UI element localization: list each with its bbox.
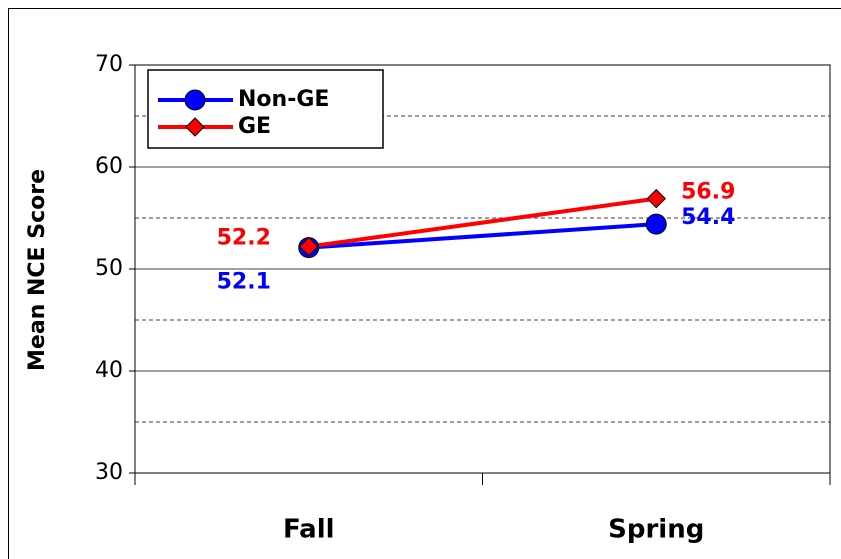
marker — [185, 117, 205, 137]
legend-label: GE — [238, 114, 271, 139]
data-label: 52.2 — [217, 226, 271, 251]
y-axis-label: Mean NCE Score — [25, 169, 50, 371]
data-label: 52.1 — [217, 270, 271, 295]
y-tick-label: 30 — [95, 460, 123, 485]
marker — [299, 236, 319, 257]
y-tick-label: 60 — [95, 154, 123, 179]
y-tick-label: 40 — [95, 358, 123, 383]
y-tick-label: 70 — [95, 52, 123, 77]
marker — [645, 213, 667, 235]
marker — [646, 188, 666, 209]
y-tick-label: 50 — [95, 256, 123, 281]
chart-frame — [8, 8, 841, 559]
x-tick-label: Spring — [608, 515, 704, 545]
marker — [184, 89, 206, 111]
data-label: 54.4 — [681, 205, 735, 230]
data-label: 56.9 — [681, 180, 735, 205]
series-line — [308, 222, 657, 250]
legend-box — [147, 69, 384, 149]
series-line — [308, 196, 657, 249]
x-tick-label: Fall — [283, 515, 335, 545]
legend-label: Non-GE — [238, 87, 329, 112]
